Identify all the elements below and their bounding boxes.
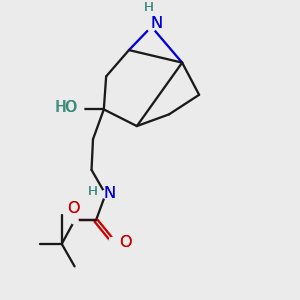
Text: HO: HO — [54, 100, 77, 116]
Text: H: H — [144, 2, 154, 14]
Text: O: O — [119, 235, 131, 250]
Text: N: N — [151, 16, 163, 31]
Circle shape — [109, 237, 116, 244]
Text: H: H — [88, 185, 98, 198]
Text: H: H — [144, 2, 154, 14]
Text: H: H — [88, 185, 98, 198]
Text: HO: HO — [55, 100, 78, 116]
Text: O: O — [67, 201, 80, 216]
Text: N: N — [103, 186, 115, 201]
Circle shape — [101, 190, 110, 198]
Circle shape — [147, 22, 156, 31]
Text: O: O — [67, 201, 80, 216]
Text: N: N — [151, 16, 163, 31]
Text: O: O — [119, 235, 131, 250]
Circle shape — [75, 105, 84, 114]
Circle shape — [71, 217, 78, 224]
Text: N: N — [103, 186, 115, 201]
